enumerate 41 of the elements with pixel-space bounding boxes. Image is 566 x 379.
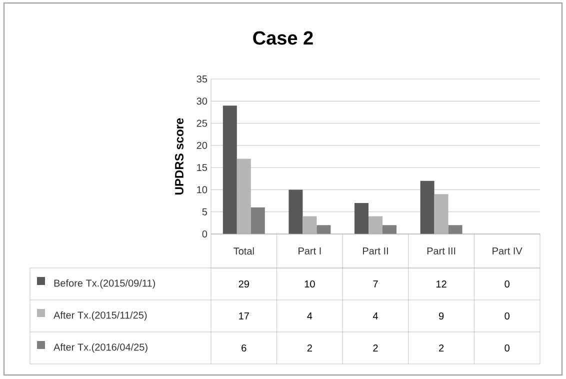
y-tick-label: 35: [196, 75, 208, 83]
y-tick-label: 10: [197, 186, 208, 194]
bar: [250, 207, 265, 234]
data-label: 4: [307, 312, 312, 320]
y-tick-label: 20: [196, 142, 208, 149]
data-label: 6: [242, 344, 246, 352]
data-label: 7: [373, 280, 378, 288]
data-label: 2: [373, 344, 378, 352]
data-label: 29: [238, 280, 249, 288]
bar: [316, 225, 331, 234]
data-label: 2: [307, 344, 312, 352]
data-label: 0: [504, 344, 510, 352]
x-tick-label: Total: [234, 247, 254, 255]
legend-label: After Tx.(2016/04/25): [54, 343, 148, 353]
bar: [288, 190, 303, 234]
data-label: 17: [239, 312, 249, 320]
chart-title: Case 2: [253, 31, 313, 45]
y-axis-title: UPDRS score: [174, 118, 184, 194]
data-label: 12: [436, 280, 446, 288]
bar: [420, 180, 434, 234]
data-label: 0: [504, 280, 510, 288]
y-tick-label: 30: [196, 98, 208, 105]
data-label: 10: [304, 280, 315, 288]
y-tick-label: 25: [196, 120, 208, 127]
data-label: 0: [504, 312, 510, 320]
y-tick-label: 5: [202, 208, 208, 216]
data-label: 9: [438, 312, 444, 320]
y-tick-label: 15: [197, 164, 208, 172]
x-tick-label: Part II: [362, 247, 388, 254]
x-tick-label: Part III: [427, 247, 456, 254]
data-label: 2: [439, 344, 444, 352]
y-tick-label: 0: [202, 230, 208, 238]
bar: [354, 202, 368, 234]
x-tick-label: Part IV: [492, 247, 522, 254]
bar: [448, 225, 462, 234]
data-label: 4: [372, 312, 378, 320]
bar: [382, 225, 396, 234]
x-tick-label: Part I: [298, 247, 321, 254]
legend-label: Before Tx.(2015/09/11): [54, 279, 156, 289]
legend-label: After Tx.(2015/11/25): [54, 311, 147, 321]
bar: [222, 106, 237, 234]
